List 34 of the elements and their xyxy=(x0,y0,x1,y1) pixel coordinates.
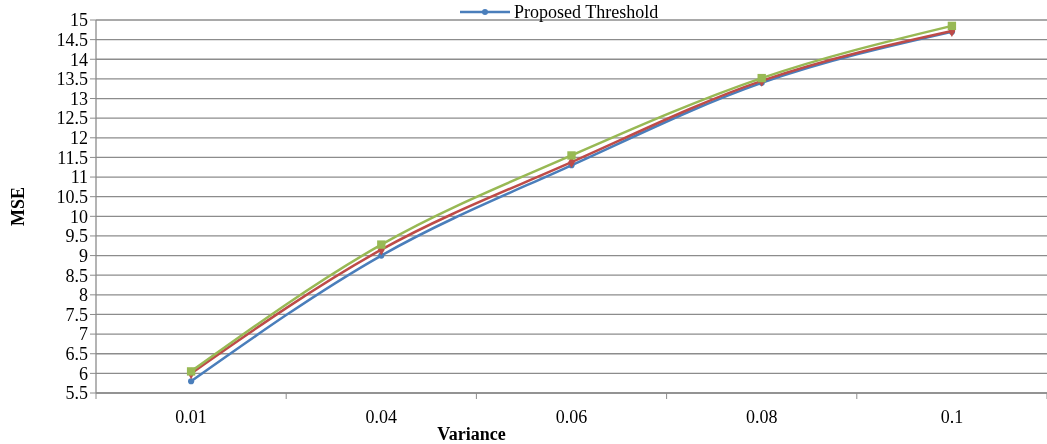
y-tick-label: 6 xyxy=(79,363,88,384)
x-tick-label: 0.01 xyxy=(175,407,207,427)
point xyxy=(377,240,386,249)
y-tick-label: 12 xyxy=(70,128,88,149)
x-tick-label: 0.08 xyxy=(745,407,778,427)
y-tick-label: 11.5 xyxy=(57,147,88,168)
x-tick-label: 0.1 xyxy=(940,407,964,427)
y-tick-label: 14.5 xyxy=(56,29,88,50)
y-tick-label: 6.5 xyxy=(65,344,88,365)
point xyxy=(567,151,576,160)
point xyxy=(186,367,196,376)
y-tick-label: 14 xyxy=(70,49,88,70)
y-tick-label: 10 xyxy=(70,206,88,227)
y-tick-label: 13 xyxy=(70,88,88,109)
y-tick-label: 15 xyxy=(70,10,88,31)
y-tick-label: 12.5 xyxy=(56,108,88,129)
y-tick-label: 10.5 xyxy=(56,186,88,207)
point xyxy=(947,21,957,31)
y-tick-label: 7.5 xyxy=(65,304,88,325)
y-tick-label: 13.5 xyxy=(56,69,88,90)
y-tick-label: 9 xyxy=(79,245,88,266)
point xyxy=(757,73,766,83)
y-axis-title: MSE xyxy=(8,186,28,227)
y-tick-label: 11 xyxy=(70,167,88,188)
x-axis-title: Variance xyxy=(437,424,506,444)
y-tick-label: 8.5 xyxy=(65,265,88,286)
y-tick-label: 7 xyxy=(79,324,88,345)
y-tick-label: 5.5 xyxy=(65,383,88,404)
y-tick-label: 8 xyxy=(79,285,88,306)
y-tick-label: 9.5 xyxy=(65,226,88,247)
x-tick-label: 0.06 xyxy=(555,407,588,427)
x-tick-label: 0.04 xyxy=(365,407,398,427)
point xyxy=(188,378,195,385)
legend-label: Proposed Threshold xyxy=(514,2,659,23)
